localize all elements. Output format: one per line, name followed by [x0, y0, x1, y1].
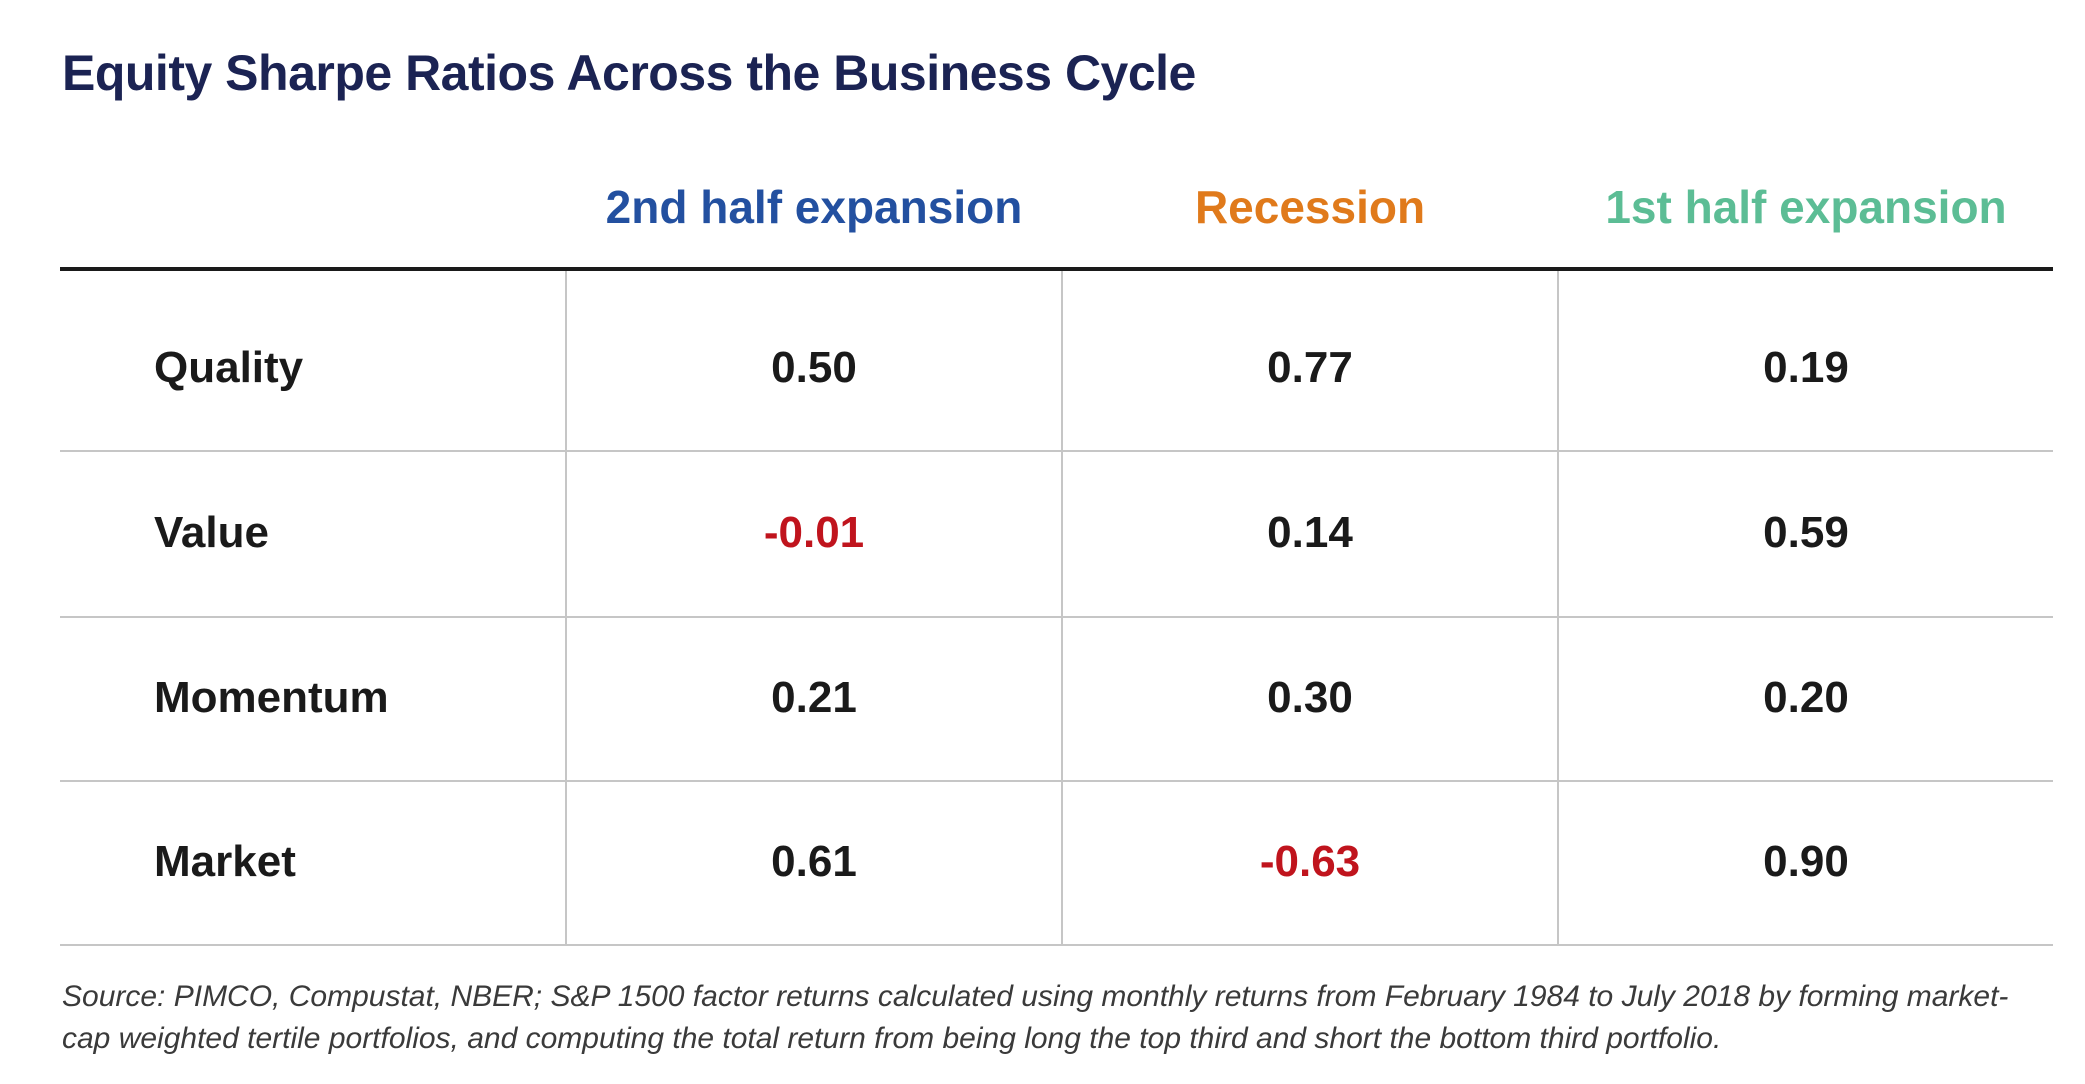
table-cell-value: 0.90: [1763, 837, 1849, 886]
row-divider: [60, 944, 2053, 946]
row-label: Market: [154, 837, 296, 886]
table-cell-value: 0.14: [1267, 508, 1353, 557]
row-label: Quality: [154, 343, 304, 392]
row-divider: [60, 616, 2053, 618]
column-divider: [1557, 271, 1559, 945]
table-cell-value: 0.20: [1763, 673, 1849, 722]
table-cell-value: 0.21: [771, 673, 857, 722]
row-label: Value: [154, 508, 269, 557]
table-cell-value: 0.19: [1763, 343, 1849, 392]
table-cell-value: 0.77: [1267, 343, 1353, 392]
column-divider: [565, 271, 567, 945]
column-header: 2nd half expansion: [605, 181, 1023, 233]
table-cell-value: 0.30: [1267, 673, 1353, 722]
source-note: Source: PIMCO, Compustat, NBER; S&P 1500…: [62, 980, 2009, 1055]
table-cell-value: -0.01: [763, 508, 865, 557]
table-cell-value: 0.59: [1763, 508, 1849, 557]
row-divider: [60, 780, 2053, 782]
header-divider: [60, 267, 2053, 271]
table-cell-value: 0.50: [771, 343, 857, 392]
column-header: Recession: [1194, 181, 1426, 233]
column-header: 1st half expansion: [1605, 181, 2007, 233]
table-cell-value: -0.63: [1259, 837, 1361, 886]
row-label: Momentum: [154, 673, 389, 722]
table-cell-value: 0.61: [771, 837, 857, 886]
row-divider: [60, 450, 2053, 452]
column-divider: [1061, 271, 1063, 945]
chart-title: Equity Sharpe Ratios Across the Business…: [62, 45, 1196, 101]
